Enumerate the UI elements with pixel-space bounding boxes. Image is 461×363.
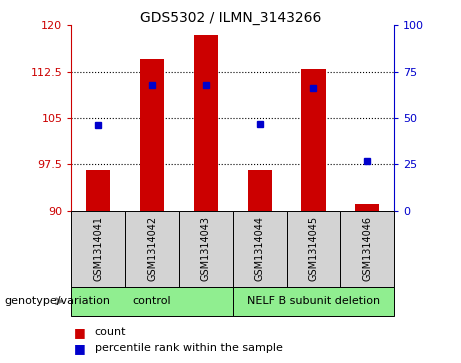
Bar — [194, 35, 218, 211]
Text: percentile rank within the sample: percentile rank within the sample — [95, 343, 283, 354]
Text: GSM1314043: GSM1314043 — [201, 216, 211, 281]
Text: GDS5302 / ILMN_3143266: GDS5302 / ILMN_3143266 — [140, 11, 321, 25]
Bar — [355, 204, 379, 211]
Bar — [248, 170, 272, 211]
Text: ■: ■ — [74, 342, 85, 355]
Text: count: count — [95, 327, 126, 337]
Bar — [140, 59, 164, 211]
Bar — [287, 211, 340, 287]
Bar — [125, 211, 179, 287]
Bar — [233, 287, 394, 316]
Text: ■: ■ — [74, 326, 85, 339]
Bar — [179, 211, 233, 287]
Bar — [71, 211, 125, 287]
Text: genotype/variation: genotype/variation — [5, 296, 111, 306]
Bar — [340, 211, 394, 287]
Text: GSM1314042: GSM1314042 — [147, 216, 157, 281]
Text: GSM1314046: GSM1314046 — [362, 216, 372, 281]
Text: control: control — [133, 296, 171, 306]
Bar — [301, 69, 325, 211]
Bar — [86, 170, 111, 211]
Bar — [71, 287, 233, 316]
Text: GSM1314041: GSM1314041 — [93, 216, 103, 281]
Bar — [233, 211, 287, 287]
Text: NELF B subunit deletion: NELF B subunit deletion — [247, 296, 380, 306]
Text: GSM1314045: GSM1314045 — [308, 216, 319, 281]
Text: GSM1314044: GSM1314044 — [254, 216, 265, 281]
